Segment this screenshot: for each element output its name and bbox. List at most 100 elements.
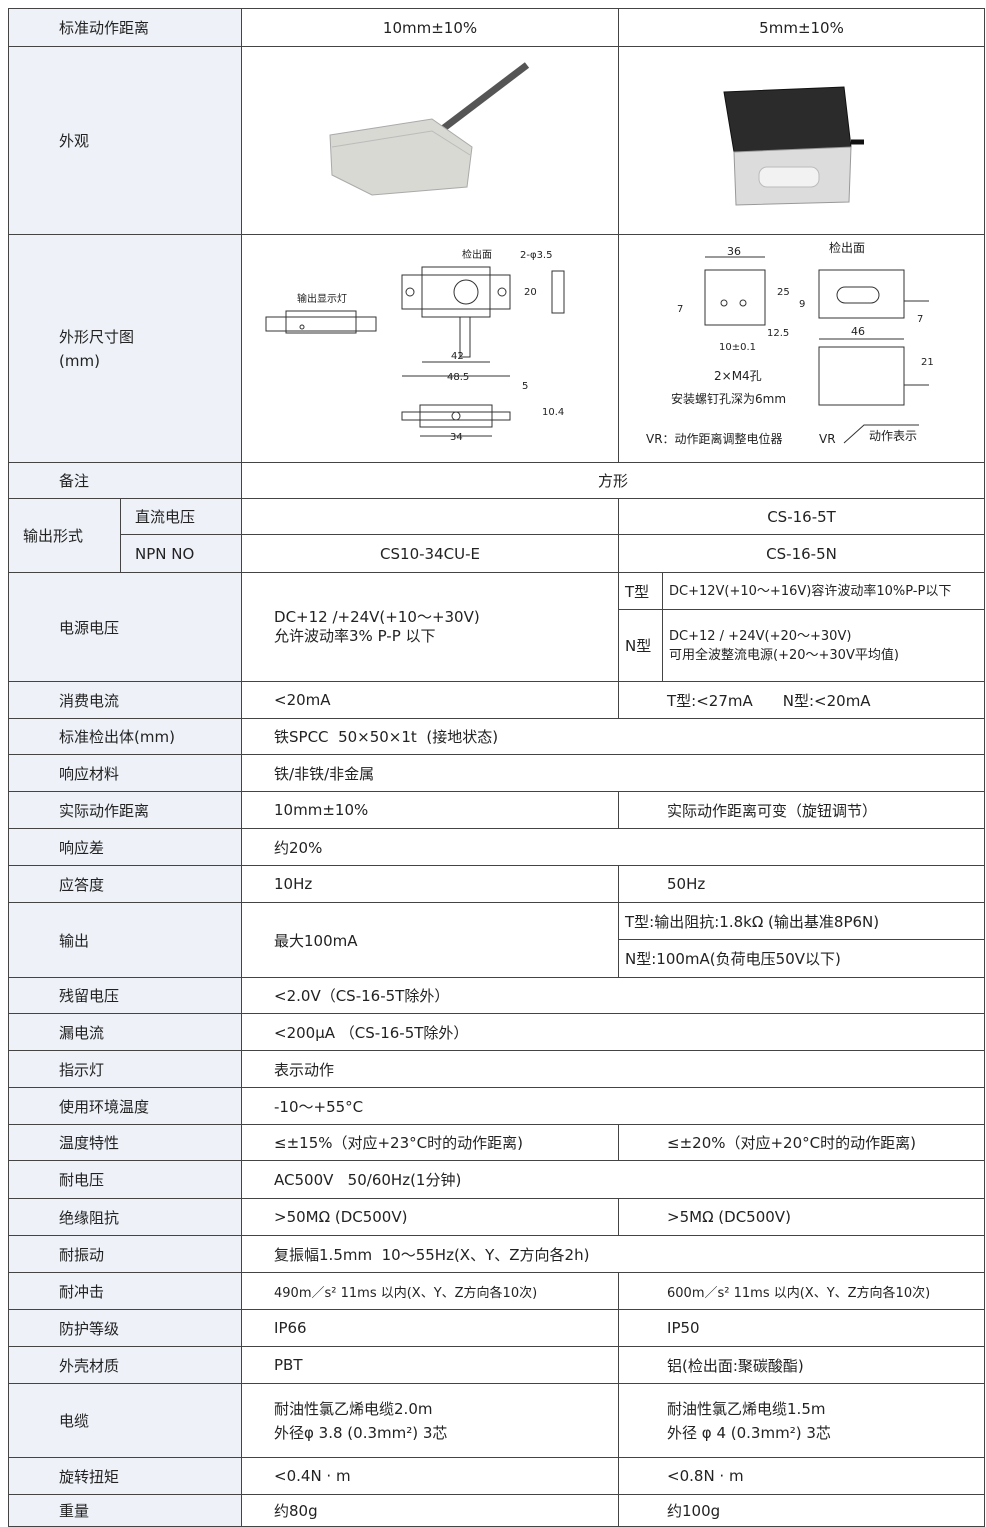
- dim-label: 输出显示灯: [297, 292, 347, 305]
- dim-label: 检出面: [462, 248, 492, 261]
- cell: 耐电压: [7, 1160, 243, 1199]
- cell: 10Hz: [241, 865, 620, 903]
- dim-label: 动作表示: [869, 429, 917, 443]
- cell: 耐油性氯乙烯电缆2.0m 外径φ 3.8 (0.3mm²) 3芯: [241, 1383, 620, 1458]
- dim-label: 34: [450, 432, 463, 443]
- cell: 应答度: [7, 865, 243, 903]
- dim-label: 检出面: [829, 240, 865, 255]
- cell: 温度特性: [7, 1124, 243, 1161]
- cell: 绝缘阻抗: [7, 1198, 243, 1236]
- cell: 直流电压: [119, 498, 243, 535]
- cell: 外形尺寸图 (mm): [7, 234, 243, 463]
- cell: 旋转扭矩: [7, 1457, 243, 1495]
- cell: 使用环境温度: [7, 1087, 243, 1125]
- dim-label: 46: [851, 325, 865, 338]
- cell: DC+12 /+24V(+10～+30V) 允许波动率3% P-P 以下: [241, 572, 620, 682]
- text: DC+12 / +24V(+20～+30V): [669, 628, 852, 644]
- cell: <0.4N · m: [241, 1457, 620, 1495]
- dimension-diagram: 36 检出面 25 9 7 7 12.5 46 10±0.1 21 2×M4孔 …: [646, 240, 934, 446]
- cell: CS-16-5T: [618, 498, 986, 535]
- dim-label: 42: [451, 351, 464, 362]
- dim-label: 21: [921, 357, 934, 368]
- cell: 标准动作距离: [7, 8, 243, 47]
- label: (mm): [59, 351, 100, 370]
- cell: 响应差: [7, 828, 243, 866]
- cell: DC+12V(+10～+16V)容许波动率10%P-P以下: [662, 572, 986, 610]
- cell: 约20%: [241, 828, 986, 866]
- cell: 标准检出体(mm): [7, 718, 243, 755]
- cell: 实际动作距离: [7, 791, 243, 829]
- text: 允许波动率3% P-P 以下: [274, 627, 436, 645]
- cell: 铁/非铁/非金属: [241, 754, 986, 792]
- cell: 复振幅1.5mm 10～55Hz(X、Y、Z方向各2h): [241, 1235, 986, 1273]
- cell: >50MΩ (DC500V): [241, 1198, 620, 1236]
- cell: DC+12 / +24V(+20～+30V) 可用全波整流电源(+20～+30V平…: [662, 609, 986, 682]
- cell: T型:<27mA N型:<20mA: [618, 681, 986, 719]
- dim-label: 9: [799, 299, 805, 310]
- cell: [241, 498, 620, 535]
- cell: CS10-34CU-E: [241, 534, 620, 573]
- cell: T型:输出阻抗:1.8kΩ (输出基准8P6N): [618, 902, 986, 940]
- dim-label: VR：动作距离调整电位器: [646, 431, 783, 446]
- dim-label: 7: [677, 304, 683, 315]
- cell: 重量: [7, 1494, 243, 1527]
- product-image: [723, 86, 865, 206]
- cell: 输出: [7, 902, 243, 978]
- cell: 残留电压: [7, 977, 243, 1014]
- cell: 消费电流: [7, 681, 243, 719]
- cell: 最大100mA: [241, 902, 620, 978]
- cell: >5MΩ (DC500V): [618, 1198, 986, 1236]
- cell: ≤±20%（对应+20°C时的动作距离): [618, 1124, 986, 1161]
- dim-label: 20: [524, 287, 537, 298]
- cell: AC500V 50/60Hz(1分钟): [241, 1160, 986, 1199]
- cell: 耐冲击: [7, 1272, 243, 1310]
- dim-label: 25: [777, 287, 790, 298]
- cell: <20mA: [241, 681, 620, 719]
- cell: 备注: [7, 462, 243, 499]
- dim-label: 48.5: [447, 372, 469, 383]
- cell: 电源电压: [7, 572, 243, 682]
- diagram-cell: 36 检出面 25 9 7 7 12.5 46 10±0.1 21 2×M4孔 …: [618, 234, 986, 463]
- cell: <2.0V（CS-16-5T除外）: [241, 977, 986, 1014]
- cell: 方形: [241, 462, 986, 499]
- cell: 耐油性氯乙烯电缆1.5m 外径 φ 4 (0.3mm²) 3芯: [618, 1383, 986, 1458]
- dim-label: 安装螺钉孔深为6mm: [671, 391, 786, 406]
- dim-label: 2-φ3.5: [520, 250, 552, 261]
- cell: 10mm±10%: [241, 791, 620, 829]
- cell: 响应材料: [7, 754, 243, 792]
- product-image: [329, 62, 530, 196]
- dim-label: 5: [522, 381, 528, 392]
- dim-label: 7: [917, 314, 923, 325]
- text: 耐油性氯乙烯电缆2.0m: [274, 1399, 433, 1418]
- dim-label: 10.4: [542, 407, 564, 418]
- label: 外形尺寸图: [59, 327, 135, 346]
- dim-label: VR: [819, 432, 836, 446]
- cell: 输出形式: [8, 498, 121, 573]
- text: 外径 φ 4 (0.3mm²) 3芯: [667, 1423, 831, 1442]
- cell: 铝(检出面:聚碳酸酯): [618, 1346, 986, 1384]
- cell: 600m／s² 11ms 以内(X、Y、Z方向各10次): [618, 1272, 986, 1310]
- image-cell: [618, 46, 986, 235]
- cell: 10mm±10%: [241, 8, 620, 47]
- diagram-cell: 检出面 2-φ3.5 输出显示灯 20 42 48.5 5 10.4 34: [241, 234, 620, 463]
- text: 外径φ 3.8 (0.3mm²) 3芯: [274, 1423, 448, 1442]
- cell: NPN NO: [119, 534, 243, 573]
- cell: 电缆: [7, 1383, 243, 1458]
- cell: 防护等级: [7, 1309, 243, 1347]
- cell: 表示动作: [241, 1050, 986, 1088]
- cell: 50Hz: [618, 865, 986, 903]
- cell: N型:100mA(负荷电压50V以下): [618, 939, 986, 978]
- header-row: 标准动作距离 10mm±10% 5mm±10%: [7, 8, 986, 47]
- cell: 指示灯: [7, 1050, 243, 1088]
- cell: N型: [618, 609, 664, 682]
- cell: PBT: [241, 1346, 620, 1384]
- cell: 外观: [7, 46, 243, 235]
- cell: 铁SPCC 50×50×1t (接地状态): [241, 718, 986, 755]
- cell: ≤±15%（对应+23°C时的动作距离): [241, 1124, 620, 1161]
- dim-label: 36: [727, 245, 741, 258]
- text: 耐油性氯乙烯电缆1.5m: [667, 1399, 826, 1418]
- cell: 实际动作距离可变（旋钮调节）: [618, 791, 986, 829]
- cell: -10～+55°C: [241, 1087, 986, 1125]
- cell: 漏电流: [7, 1013, 243, 1051]
- dim-label: 10±0.1: [719, 342, 756, 353]
